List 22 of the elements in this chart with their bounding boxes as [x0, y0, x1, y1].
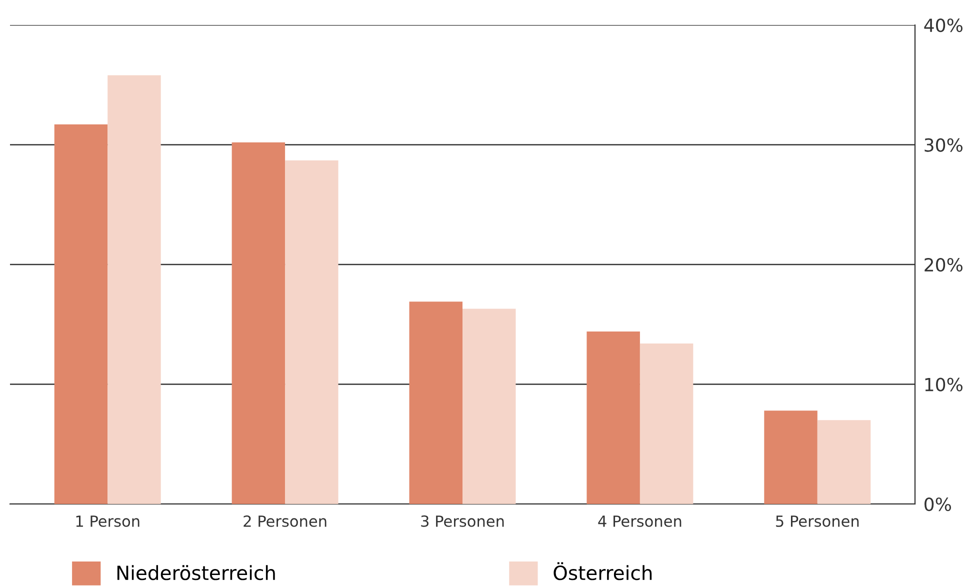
- y-tick-label: 40%: [924, 18, 962, 32]
- x-tick-label: 2 Personen: [244, 515, 326, 527]
- y-tick-label: 30%: [924, 138, 962, 152]
- x-tick-label: 3 Personen: [421, 515, 504, 527]
- bar: [108, 75, 161, 504]
- bar: [817, 420, 871, 504]
- bar: [640, 344, 694, 504]
- bar: [54, 124, 108, 504]
- x-tick-label: 1 Person: [76, 516, 140, 527]
- bar: [586, 332, 640, 504]
- bar: [462, 308, 516, 504]
- bar: [409, 302, 462, 504]
- legend-label: Niederösterreich: [117, 565, 275, 580]
- y-tick-label: 20%: [924, 258, 962, 272]
- bar: [285, 160, 338, 504]
- legend-label: Österreich: [554, 562, 652, 580]
- x-tick-label: 5 Personen: [776, 516, 859, 527]
- y-tick-label: 0%: [924, 497, 951, 512]
- x-tick-label: 4 Personen: [598, 516, 682, 527]
- y-tick-label: 10%: [925, 378, 962, 392]
- bar: [232, 142, 286, 504]
- bar: [764, 410, 818, 504]
